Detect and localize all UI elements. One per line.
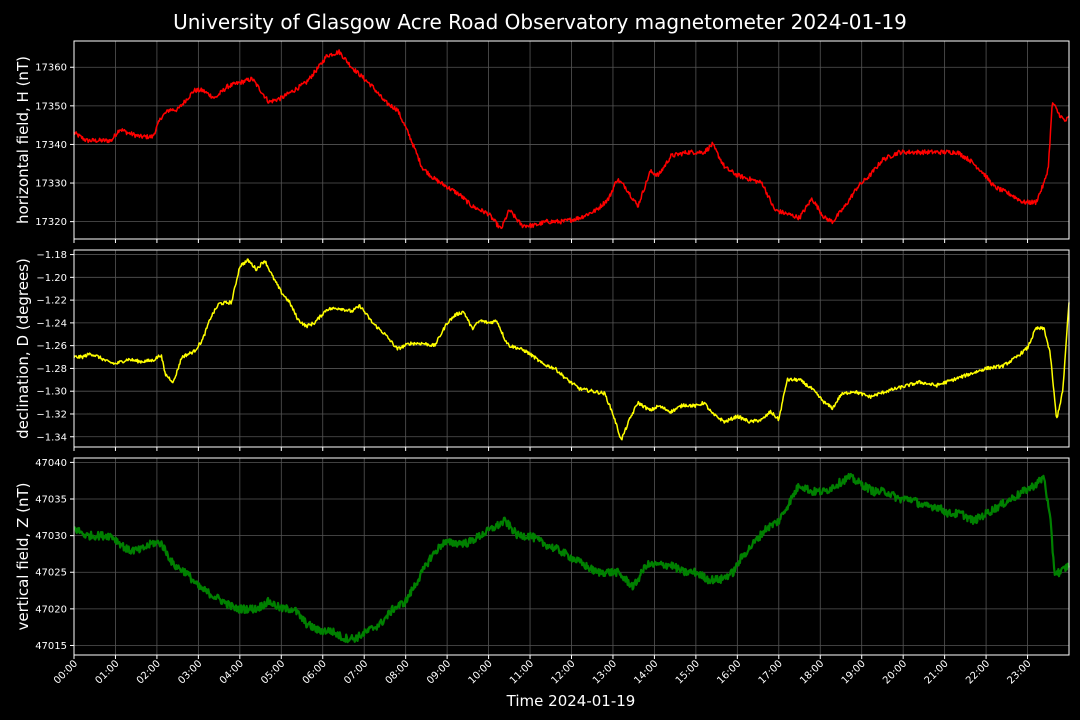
x-tick-label: 23:00	[1006, 658, 1034, 686]
y-tick-label: 47025	[35, 568, 67, 579]
x-tick-label: 02:00	[135, 658, 163, 686]
y-tick-label: 47040	[35, 458, 67, 469]
y-tick-label: 47030	[35, 531, 67, 542]
y-tick-label: −1.26	[36, 341, 67, 352]
y-tick-label: −1.18	[36, 250, 67, 261]
series-line	[73, 258, 1070, 441]
y-tick-label: 47020	[35, 604, 67, 615]
y-tick-label: −1.24	[36, 318, 67, 329]
x-tick-label: 10:00	[467, 658, 495, 686]
x-tick-label: 08:00	[384, 658, 412, 686]
x-tick-label: 15:00	[674, 658, 702, 686]
y-tick-label: −1.34	[36, 432, 67, 443]
y-tick-label: 47035	[35, 495, 67, 506]
x-tick-label: 11:00	[508, 658, 536, 686]
y-tick-label: 17320	[35, 217, 67, 228]
y-axis-label: declination, D (degrees)	[14, 258, 32, 439]
axes-frame	[73, 457, 1070, 656]
x-tick-label: 03:00	[176, 658, 204, 686]
x-tick-label: 04:00	[218, 658, 246, 686]
x-tick-label: 17:00	[757, 658, 785, 686]
axes-frame	[73, 40, 1070, 240]
y-tick-label: 47015	[35, 641, 67, 652]
y-tick-label: −1.22	[36, 296, 67, 307]
x-tick-label: 13:00	[591, 658, 619, 686]
x-tick-label: 18:00	[798, 658, 826, 686]
y-tick-label: 17350	[35, 101, 67, 112]
x-tick-label: 14:00	[632, 658, 660, 686]
panel-3: 47015 47020 47025 47030 47035 47040 vertical f…	[14, 457, 1071, 659]
x-tick-label: 06:00	[301, 658, 329, 686]
y-tick-label: −1.32	[36, 409, 67, 420]
y-tick-label: 17340	[35, 140, 67, 151]
axes-frame	[73, 249, 1070, 448]
x-tick-label: 22:00	[964, 658, 992, 686]
y-axis-label: vertical field, Z (nT)	[14, 482, 32, 630]
x-tick-label: 09:00	[425, 658, 453, 686]
x-tick-label: 00:00	[52, 658, 80, 686]
x-tick-label: 16:00	[715, 658, 743, 686]
x-tick-label: 12:00	[549, 658, 577, 686]
y-tick-label: −1.28	[36, 364, 67, 375]
y-axis-label: horizontal field, H (nT)	[14, 56, 32, 224]
x-tick-label: 21:00	[923, 658, 951, 686]
y-tick-label: 17330	[35, 179, 67, 190]
series-line	[73, 472, 1071, 644]
chart-title: University of Glasgow Acre Road Observat…	[173, 10, 907, 34]
x-tick-label: 01:00	[93, 658, 121, 686]
x-tick-label: 19:00	[840, 658, 868, 686]
series-line	[73, 49, 1070, 230]
x-tick-label: 07:00	[342, 658, 370, 686]
panel-2: −1.34 −1.32 −1.30 −1.28 −1.26 −1.24 −1.22 −1.20…	[14, 249, 1070, 451]
y-tick-label: 17360	[35, 63, 67, 74]
x-axis-label: Time 2024-01-19	[506, 692, 636, 710]
y-tick-label: −1.20	[36, 273, 67, 284]
x-tick-label: 20:00	[881, 658, 909, 686]
x-tick-label: 05:00	[259, 658, 287, 686]
y-tick-label: −1.30	[36, 387, 67, 398]
